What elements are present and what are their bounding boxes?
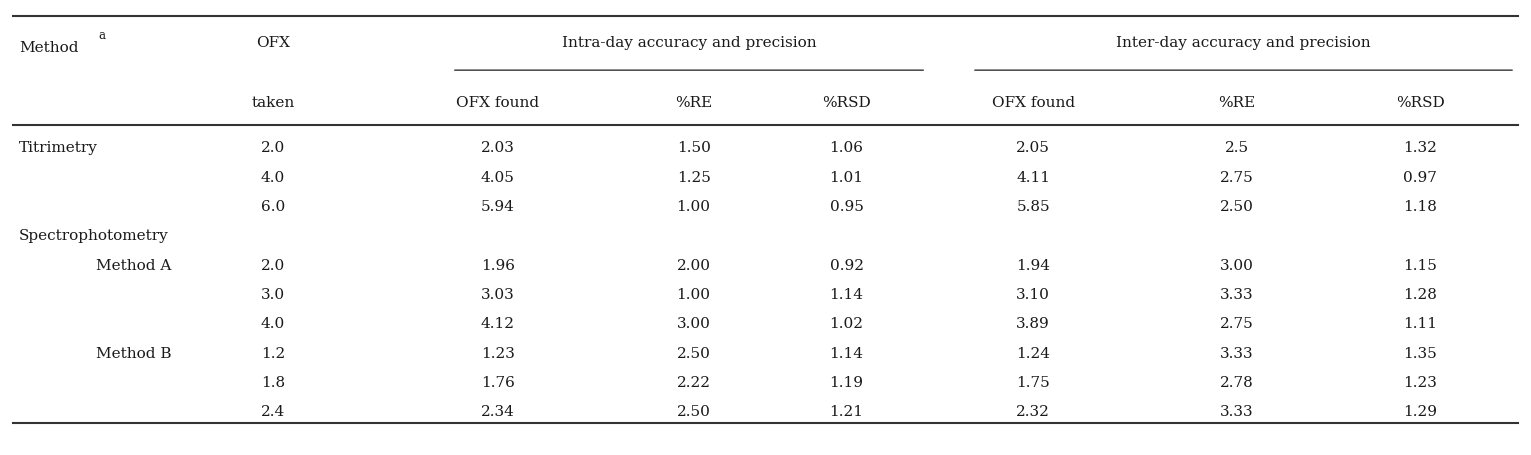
- Text: 4.05: 4.05: [481, 170, 514, 184]
- Text: Method B: Method B: [95, 346, 171, 360]
- Text: 0.97: 0.97: [1404, 170, 1438, 184]
- Text: 1.14: 1.14: [830, 346, 863, 360]
- Text: 2.0: 2.0: [260, 141, 285, 155]
- Text: OFX: OFX: [256, 35, 289, 50]
- Text: 2.5: 2.5: [1225, 141, 1249, 155]
- Text: 3.00: 3.00: [677, 317, 710, 331]
- Text: Method: Method: [18, 41, 78, 56]
- Text: 1.00: 1.00: [677, 288, 710, 301]
- Text: 3.00: 3.00: [1220, 258, 1254, 272]
- Text: 1.32: 1.32: [1404, 141, 1438, 155]
- Text: 2.50: 2.50: [677, 346, 710, 360]
- Text: 2.75: 2.75: [1220, 317, 1254, 331]
- Text: 2.03: 2.03: [481, 141, 514, 155]
- Text: 1.75: 1.75: [1017, 375, 1050, 389]
- Text: 2.50: 2.50: [1220, 200, 1254, 213]
- Text: Titrimetry: Titrimetry: [18, 141, 98, 155]
- Text: 3.33: 3.33: [1220, 288, 1254, 301]
- Text: 1.21: 1.21: [830, 404, 863, 419]
- Text: 2.34: 2.34: [481, 404, 514, 419]
- Text: 1.23: 1.23: [481, 346, 514, 360]
- Text: 2.75: 2.75: [1220, 170, 1254, 184]
- Text: %RE: %RE: [675, 96, 712, 110]
- Text: 1.76: 1.76: [481, 375, 514, 389]
- Text: %RSD: %RSD: [1396, 96, 1445, 110]
- Text: Method A: Method A: [95, 258, 171, 272]
- Text: 4.0: 4.0: [260, 170, 285, 184]
- Text: 2.00: 2.00: [677, 258, 710, 272]
- Text: OFX found: OFX found: [992, 96, 1075, 110]
- Text: taken: taken: [251, 96, 294, 110]
- Text: 6.0: 6.0: [260, 200, 285, 213]
- Text: 2.0: 2.0: [260, 258, 285, 272]
- Text: 1.14: 1.14: [830, 288, 863, 301]
- Text: 5.94: 5.94: [481, 200, 514, 213]
- Text: 3.33: 3.33: [1220, 404, 1254, 419]
- Text: 2.50: 2.50: [677, 404, 710, 419]
- Text: 3.10: 3.10: [1017, 288, 1050, 301]
- Text: 5.85: 5.85: [1017, 200, 1050, 213]
- Text: 4.0: 4.0: [260, 317, 285, 331]
- Text: 1.11: 1.11: [1404, 317, 1438, 331]
- Text: 1.19: 1.19: [830, 375, 863, 389]
- Text: a: a: [98, 29, 106, 42]
- Text: 2.32: 2.32: [1017, 404, 1050, 419]
- Text: 0.92: 0.92: [830, 258, 863, 272]
- Text: 1.94: 1.94: [1017, 258, 1050, 272]
- Text: 1.96: 1.96: [481, 258, 514, 272]
- Text: 1.35: 1.35: [1404, 346, 1438, 360]
- Text: 1.18: 1.18: [1404, 200, 1438, 213]
- Text: 4.11: 4.11: [1017, 170, 1050, 184]
- Text: Spectrophotometry: Spectrophotometry: [18, 229, 168, 243]
- Text: Inter-day accuracy and precision: Inter-day accuracy and precision: [1116, 35, 1370, 50]
- Text: 2.22: 2.22: [677, 375, 710, 389]
- Text: 2.78: 2.78: [1220, 375, 1254, 389]
- Text: 1.24: 1.24: [1017, 346, 1050, 360]
- Text: 1.2: 1.2: [260, 346, 285, 360]
- Text: 3.33: 3.33: [1220, 346, 1254, 360]
- Text: 1.23: 1.23: [1404, 375, 1438, 389]
- Text: 1.06: 1.06: [830, 141, 863, 155]
- Text: OFX found: OFX found: [456, 96, 539, 110]
- Text: %RE: %RE: [1219, 96, 1255, 110]
- Text: 1.50: 1.50: [677, 141, 710, 155]
- Text: 1.01: 1.01: [830, 170, 863, 184]
- Text: 0.95: 0.95: [830, 200, 863, 213]
- Text: 1.29: 1.29: [1404, 404, 1438, 419]
- Text: Intra-day accuracy and precision: Intra-day accuracy and precision: [562, 35, 816, 50]
- Text: 1.15: 1.15: [1404, 258, 1438, 272]
- Text: 1.00: 1.00: [677, 200, 710, 213]
- Text: 2.05: 2.05: [1017, 141, 1050, 155]
- Text: 1.8: 1.8: [260, 375, 285, 389]
- Text: 3.89: 3.89: [1017, 317, 1050, 331]
- Text: %RSD: %RSD: [822, 96, 871, 110]
- Text: 3.03: 3.03: [481, 288, 514, 301]
- Text: 1.02: 1.02: [830, 317, 863, 331]
- Text: 1.25: 1.25: [677, 170, 710, 184]
- Text: 4.12: 4.12: [481, 317, 514, 331]
- Text: 3.0: 3.0: [260, 288, 285, 301]
- Text: 2.4: 2.4: [260, 404, 285, 419]
- Text: 1.28: 1.28: [1404, 288, 1438, 301]
